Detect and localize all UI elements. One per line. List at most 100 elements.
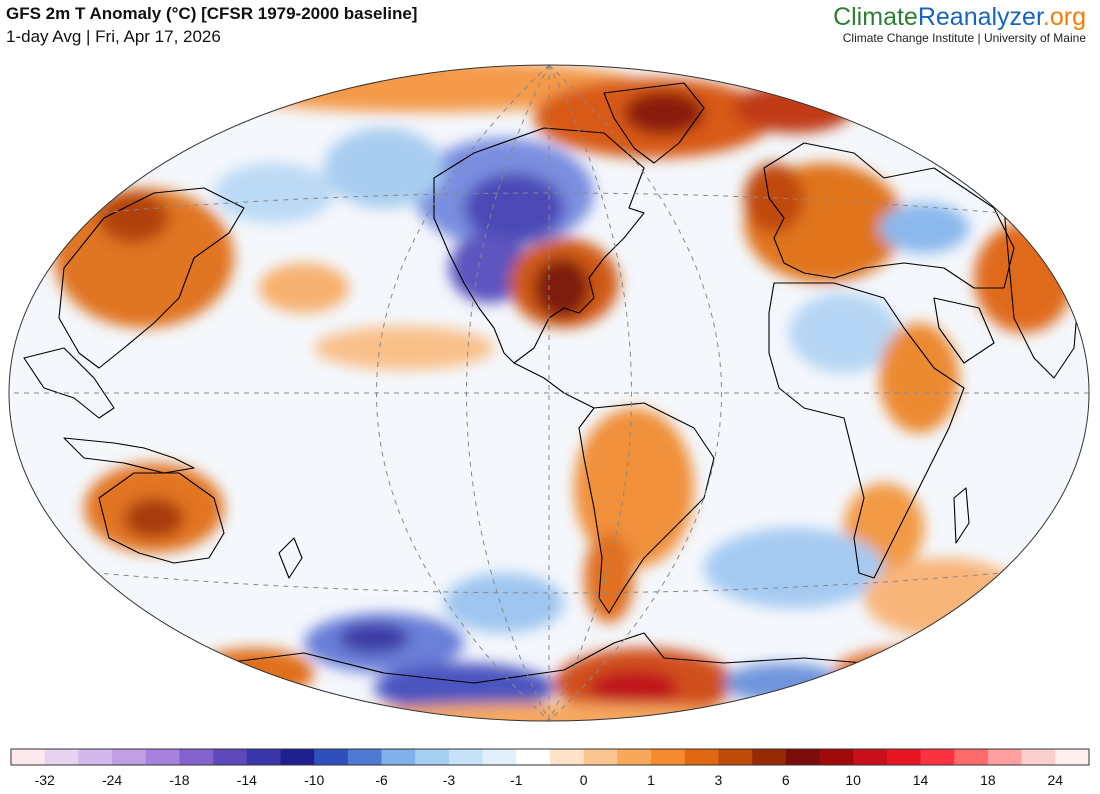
legend-swatch	[1055, 749, 1090, 765]
coastline-se-asia	[23, 347, 115, 419]
anomaly-map	[8, 64, 1090, 722]
legend-swatch	[785, 749, 820, 765]
coastline-indonesia	[63, 437, 195, 474]
legend-tick-label: 18	[980, 772, 996, 788]
legend-swatch	[11, 749, 45, 765]
blob-russia-cold	[879, 203, 969, 253]
brand-logo[interactable]: ClimateReanalyzer.org Climate Change Ins…	[833, 2, 1086, 45]
legend-swatch	[617, 749, 652, 765]
legend-labels: -32-24-18-14-10-6-3-101361014182432	[35, 772, 1064, 788]
blob-us-west-cold	[449, 233, 529, 303]
legend-tick-label: -18	[169, 772, 189, 788]
anomaly-field	[9, 65, 1089, 721]
blob-southern-cold-east	[704, 528, 884, 608]
legend-tick-label: -24	[102, 772, 122, 788]
legend-tick-label: -3	[443, 772, 456, 788]
legend-swatch	[752, 749, 787, 765]
legend-swatch	[516, 749, 551, 765]
legend-tick-label: -1	[510, 772, 523, 788]
parallel-south	[43, 567, 1055, 594]
legend-tick-label: 0	[580, 772, 588, 788]
coastline-south-america	[578, 402, 715, 614]
legend-tick-label: 1	[647, 772, 655, 788]
blob-npacific-cold	[214, 163, 334, 223]
legend-tick-label: -14	[237, 772, 257, 788]
legend-swatch	[448, 749, 483, 765]
legend-swatch	[179, 749, 214, 765]
graticule	[9, 65, 1089, 721]
blob-eastafrica-warm	[879, 323, 959, 433]
blob-southern-cold-core	[339, 623, 409, 653]
legend-swatch	[550, 749, 584, 765]
legend-swatch	[415, 749, 450, 765]
legend-tick-label: 6	[782, 772, 790, 788]
legend-swatches	[10, 748, 1090, 766]
brand-subtitle: Climate Change Institute | University of…	[842, 31, 1086, 45]
legend-swatch	[280, 749, 315, 765]
legend-swatch	[246, 749, 281, 765]
blob-canada-very-cold	[464, 173, 564, 243]
blob-samerica-warm	[574, 408, 694, 568]
legend-swatch	[583, 749, 618, 765]
legend-tick-label: 10	[845, 772, 861, 788]
blob-siberia-warm	[54, 188, 234, 328]
blob-indian-warm	[864, 558, 1024, 638]
coastline-north-america	[433, 127, 645, 364]
blob-siberia-hot	[99, 193, 169, 243]
legend-swatch	[819, 749, 854, 765]
legend-swatch	[718, 749, 753, 765]
legend-swatch	[1021, 749, 1056, 765]
meridian-east-2	[548, 65, 722, 721]
blob-npacific-warm	[259, 263, 349, 313]
legend-tick-label: 14	[913, 772, 929, 788]
blob-antarctica-warm-west	[194, 648, 314, 698]
legend-swatch	[684, 749, 719, 765]
legend-swatch	[347, 749, 382, 765]
legend-swatch	[78, 749, 113, 765]
globe-border	[8, 64, 1090, 722]
legend-tick-label: 3	[715, 772, 723, 788]
blob-samerica-south-warm	[584, 533, 634, 623]
brand-name: ClimateReanalyzer.org	[833, 2, 1086, 32]
blob-alaska-cold	[324, 128, 444, 208]
coastline-siberia	[58, 187, 245, 369]
brand-name-part1: Climate	[833, 3, 918, 31]
legend-tick-label: 24	[1048, 772, 1064, 788]
legend-swatch	[145, 749, 180, 765]
blob-greenland-hot	[624, 91, 704, 135]
coastline-greenland	[603, 82, 705, 164]
brand-name-part2: Reanalyzer	[917, 3, 1043, 31]
coastline-madagascar	[953, 487, 970, 544]
meridian-west-2	[376, 65, 550, 721]
legend-swatch	[314, 749, 349, 765]
meridian-west-1	[466, 65, 550, 721]
map-title: GFS 2m T Anomaly (°C) [CFSR 1979-2000 ba…	[6, 4, 418, 23]
coastline-new-zealand	[278, 537, 303, 579]
coastline-arabia	[933, 297, 995, 364]
legend-swatch	[853, 749, 888, 765]
coastline-africa	[768, 282, 965, 579]
legend-border	[10, 748, 1090, 766]
brand-name-part3: .org	[1042, 3, 1086, 31]
legend-swatch	[112, 749, 147, 765]
legend-swatch	[213, 749, 248, 765]
legend-swatch	[886, 749, 921, 765]
map-subtitle: 1-day Avg | Fri, Apr 17, 2026	[6, 27, 221, 46]
blob-sahara-cold	[789, 293, 899, 373]
meridian-east-1	[548, 65, 632, 721]
blob-antarctica-cold-west	[374, 663, 554, 713]
legend-swatch	[920, 749, 955, 765]
blob-east-asia-warm	[974, 223, 1074, 333]
legend-swatch	[987, 749, 1022, 765]
blob-antarctica-cold-east	[724, 663, 844, 703]
coastline-australia	[98, 472, 225, 564]
legend-swatch	[44, 749, 79, 765]
parallel-north	[43, 192, 1055, 219]
legend-tick-label: -32	[35, 772, 55, 788]
legend-swatch	[381, 749, 416, 765]
legend-swatch	[954, 749, 989, 765]
blob-antarctica-warm-east	[834, 648, 974, 698]
coastline-europe	[763, 142, 1015, 289]
coastlines	[23, 82, 1080, 684]
blob-australia-hot	[124, 498, 184, 538]
